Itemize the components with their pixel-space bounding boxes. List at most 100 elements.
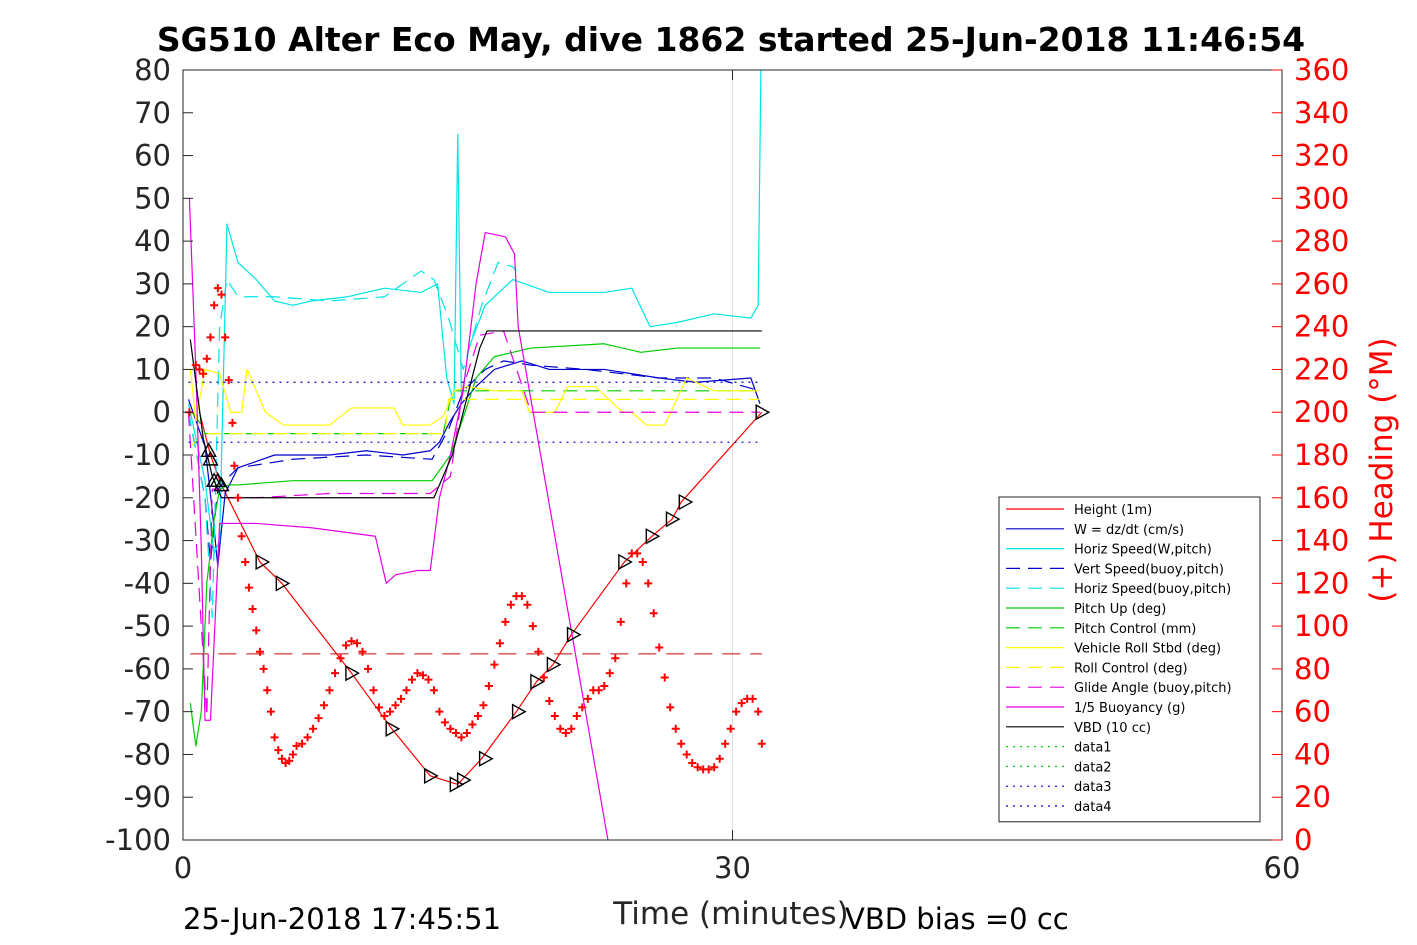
series-line-5 <box>189 343 760 747</box>
legend-entry: Vert Speed(buoy,pitch) <box>1074 562 1224 577</box>
heading-marker <box>633 549 642 558</box>
heading-marker <box>435 707 444 716</box>
dive-marker-triangle <box>755 404 771 421</box>
dive-marker-triangle <box>678 493 694 511</box>
y-right-tick-label: 320 <box>1294 139 1349 173</box>
heading-marker <box>523 600 532 609</box>
y-tick-label: -70 <box>124 695 171 729</box>
heading-marker <box>314 714 323 723</box>
legend: Height (1m) W = dz/dt (cm/s) Horiz Speed(W… <box>998 496 1261 823</box>
heading-marker <box>572 711 581 720</box>
x-axis-label: Time (minutes) <box>612 896 848 932</box>
y-tick-label: -90 <box>124 780 171 814</box>
heading-marker <box>539 673 548 682</box>
heading-marker <box>418 671 427 680</box>
heading-marker <box>217 290 226 299</box>
heading-marker <box>221 333 230 342</box>
heading-marker <box>451 729 460 738</box>
heading-marker <box>320 701 329 710</box>
y-right-tick-label: 180 <box>1294 438 1349 472</box>
heading-marker <box>213 284 222 293</box>
heading-marker <box>715 754 724 763</box>
x-tick-label: 60 <box>1264 851 1301 885</box>
heading-marker <box>402 686 411 695</box>
heading-marker <box>241 557 250 566</box>
series-line-1 <box>187 360 761 567</box>
dive-marker-triangle <box>665 510 681 528</box>
legend-entry: Height (1m) <box>1074 503 1152 518</box>
heading-marker <box>583 694 592 703</box>
legend-entry: Horiz Speed(W,pitch) <box>1074 543 1212 558</box>
heading-marker <box>440 718 449 727</box>
heading-marker <box>248 605 257 613</box>
heading-marker <box>374 703 383 712</box>
heading-marker <box>369 686 378 695</box>
y-right-tick-label: 260 <box>1294 267 1349 301</box>
legend-entry: W = dz/dt (cm/s) <box>1074 523 1184 538</box>
heading-marker <box>266 707 275 716</box>
heading-marker <box>501 617 510 626</box>
heading-marker <box>309 724 318 733</box>
y-tick-label: 60 <box>134 139 171 173</box>
dive-marker-triangle <box>566 626 582 643</box>
heading-marker <box>270 733 279 742</box>
series-line-2 <box>187 69 762 554</box>
series-line-0 <box>198 411 763 785</box>
heading-marker <box>224 376 233 385</box>
heading-marker <box>754 707 763 716</box>
y-tick-label: -30 <box>124 524 171 558</box>
dive-marker-triangle <box>449 776 465 793</box>
heading-marker <box>298 739 307 748</box>
dive-marker-triangle <box>255 553 271 571</box>
x-tick-label: 30 <box>714 851 751 885</box>
y-tick-label: -100 <box>105 823 171 857</box>
series-line-9 <box>187 330 760 717</box>
y-right-tick-label: 200 <box>1294 395 1349 429</box>
heading-marker <box>195 365 204 374</box>
heading-marker <box>710 763 719 772</box>
x-tick-label: 0 <box>174 851 192 885</box>
heading-marker <box>671 724 680 733</box>
heading-marker <box>288 750 297 759</box>
y-right-tick-label: 340 <box>1294 96 1349 130</box>
heading-marker <box>737 699 746 708</box>
footer-vbd-bias: VBD bias =0 cc <box>845 902 1069 936</box>
heading-marker <box>757 739 766 748</box>
heading-marker <box>495 639 504 648</box>
y-tick-label: 70 <box>134 96 171 130</box>
legend-entry: Glide Angle (buoy,pitch) <box>1074 681 1232 696</box>
legend-entry: data4 <box>1074 800 1112 815</box>
legend-entry: Pitch Up (deg) <box>1074 602 1166 617</box>
heading-marker <box>358 647 367 656</box>
heading-marker <box>506 600 515 609</box>
dive-marker-triangle <box>530 673 545 690</box>
heading-marker <box>616 617 625 626</box>
heading-marker <box>228 418 237 427</box>
dive-marker-triangle <box>511 703 527 720</box>
legend-entry: VBD (10 cc) <box>1074 721 1151 736</box>
y-tick-label: 0 <box>153 395 171 429</box>
heading-marker <box>473 711 482 720</box>
heading-marker <box>534 647 543 656</box>
chart-title: SG510 Alter Eco May, dive 1862 started 2… <box>157 20 1305 59</box>
y-tick-label: 10 <box>134 352 171 386</box>
heading-marker <box>407 675 416 684</box>
heading-marker <box>611 654 620 663</box>
dive-marker-triangle <box>202 450 219 466</box>
y-tick-label: 40 <box>134 224 171 258</box>
heading-marker <box>732 707 741 716</box>
dive-marker-triangle <box>213 476 230 492</box>
heading-marker <box>528 622 537 631</box>
dive-marker-triangle <box>423 767 439 785</box>
heading-marker <box>622 579 631 588</box>
legend-entry: Horiz Speed(buoy,pitch) <box>1074 582 1231 597</box>
heading-marker <box>682 750 691 759</box>
heading-marker <box>556 724 565 733</box>
y-tick-label: -40 <box>124 566 171 600</box>
y-right-tick-label: 20 <box>1294 780 1331 814</box>
y-right-tick-label: 80 <box>1294 652 1331 686</box>
heading-marker <box>726 724 735 733</box>
heading-marker <box>655 643 664 652</box>
legend-entry: data2 <box>1074 760 1112 775</box>
